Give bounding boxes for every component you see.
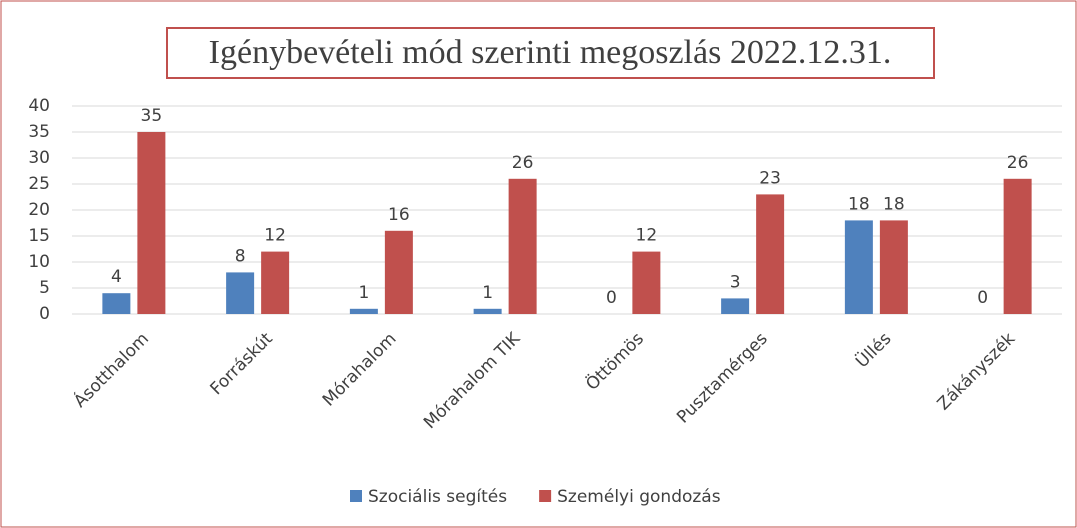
y-tick-label: 20 <box>28 200 50 220</box>
y-tick-label: 30 <box>28 148 50 168</box>
y-tick-label: 10 <box>28 252 50 272</box>
y-tick-label: 15 <box>28 226 50 246</box>
data-label: 16 <box>388 205 410 225</box>
bar <box>756 194 785 314</box>
y-tick-label: 5 <box>39 278 50 298</box>
data-label: 4 <box>111 267 122 287</box>
legend-swatch <box>350 490 362 502</box>
bar <box>844 220 873 314</box>
data-label: 26 <box>512 153 534 173</box>
legend-label: Személyi gondozás <box>557 487 721 507</box>
data-label: 0 <box>977 288 988 308</box>
data-label: 26 <box>1007 153 1029 173</box>
y-tick-label: 35 <box>28 122 50 142</box>
bar <box>102 293 131 314</box>
data-label: 1 <box>482 283 493 303</box>
data-label: 35 <box>141 106 163 126</box>
bar <box>137 132 166 314</box>
y-tick-label: 0 <box>39 304 50 324</box>
y-tick-label: 25 <box>28 174 50 194</box>
data-label: 23 <box>759 168 781 188</box>
bar <box>721 298 750 314</box>
data-label: 18 <box>848 194 870 214</box>
data-label: 1 <box>358 283 369 303</box>
bar <box>1003 178 1032 314</box>
data-label: 12 <box>636 226 658 246</box>
bar <box>349 308 378 314</box>
chart-title: Igénybevételi mód szerinti megoszlás 202… <box>209 34 892 71</box>
title-box <box>166 27 935 79</box>
bar <box>261 251 290 314</box>
data-label: 0 <box>606 288 617 308</box>
y-tick-label: 40 <box>28 96 50 116</box>
data-label: 12 <box>264 226 286 246</box>
legend-label: Szociális segítés <box>368 487 507 507</box>
bar <box>473 308 502 314</box>
data-label: 8 <box>235 246 246 266</box>
bar <box>632 251 661 314</box>
bar <box>508 178 537 314</box>
legend-swatch <box>539 490 552 502</box>
data-label: 3 <box>730 272 741 292</box>
data-label: 18 <box>883 194 905 214</box>
bar <box>226 272 255 314</box>
bar <box>879 220 908 314</box>
bar <box>384 230 413 314</box>
